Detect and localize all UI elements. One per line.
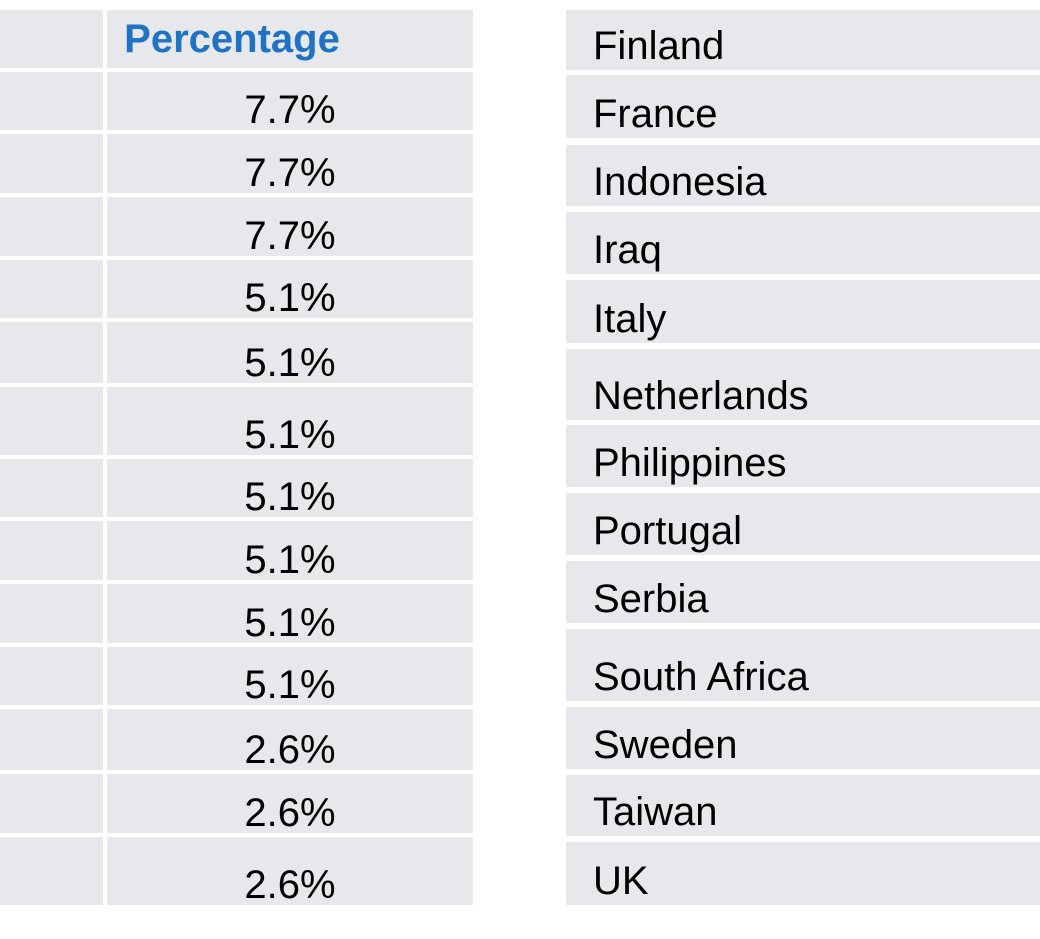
percentage-value: 5.1% xyxy=(244,413,336,457)
cell xyxy=(0,387,103,455)
cell xyxy=(107,134,473,193)
cell xyxy=(0,260,103,318)
cell xyxy=(566,75,1040,138)
cell xyxy=(566,561,1040,623)
cell xyxy=(107,709,473,770)
country-name: Indonesia xyxy=(593,160,767,204)
cell xyxy=(107,459,473,517)
country-name: Iraq xyxy=(593,228,662,272)
cell xyxy=(566,775,1040,836)
cell xyxy=(0,459,103,517)
country-name: France xyxy=(593,92,718,136)
cell xyxy=(566,280,1040,343)
cell xyxy=(0,72,103,130)
percentage-value: 5.1% xyxy=(244,663,336,707)
cell xyxy=(107,521,473,580)
percentage-value: 5.1% xyxy=(244,341,336,385)
country-name: Netherlands xyxy=(593,374,809,418)
cell xyxy=(566,493,1040,555)
cell xyxy=(107,72,473,130)
percentage-value: 5.1% xyxy=(244,276,336,320)
cell xyxy=(0,647,103,705)
country-name: Finland xyxy=(593,24,725,68)
country-name: Philippines xyxy=(593,441,787,485)
cell xyxy=(566,212,1040,274)
percentage-value: 2.6% xyxy=(244,863,336,907)
cell xyxy=(566,842,1040,905)
percentage-value: 2.6% xyxy=(244,791,336,835)
percentage-value: 5.1% xyxy=(244,601,336,645)
cell xyxy=(107,584,473,643)
cell xyxy=(0,837,103,905)
country-name: Portugal xyxy=(593,509,742,553)
country-name: Italy xyxy=(593,297,667,341)
cell xyxy=(566,629,1040,701)
country-name: UK xyxy=(593,859,649,903)
cell xyxy=(0,584,103,643)
cell xyxy=(566,145,1040,206)
country-name: Sweden xyxy=(593,723,738,767)
percentage-value: 5.1% xyxy=(244,475,336,519)
cell xyxy=(0,709,103,770)
cell xyxy=(0,774,103,833)
cell xyxy=(107,647,473,705)
percentage-value: 7.7% xyxy=(244,88,336,132)
cell xyxy=(566,707,1040,769)
percentage-value: 5.1% xyxy=(244,538,336,582)
country-name: South Africa xyxy=(593,655,809,699)
cell xyxy=(107,197,473,256)
percentage-value: 2.6% xyxy=(244,728,336,772)
cell xyxy=(0,197,103,256)
cell xyxy=(107,774,473,833)
cell xyxy=(566,425,1040,487)
cell xyxy=(107,322,473,383)
country-name: Serbia xyxy=(593,577,709,621)
cell xyxy=(566,10,1040,70)
cell xyxy=(0,10,103,68)
cell xyxy=(107,260,473,318)
cell xyxy=(0,521,103,580)
country-name: Taiwan xyxy=(593,790,718,834)
cell xyxy=(107,10,473,68)
percentage-value: 7.7% xyxy=(244,214,336,258)
cell xyxy=(107,837,473,905)
percentage-value: 7.7% xyxy=(244,151,336,195)
cell xyxy=(107,387,473,455)
cell xyxy=(0,322,103,383)
column-header: Percentage xyxy=(124,17,340,61)
cell xyxy=(566,349,1040,420)
cell xyxy=(0,134,103,193)
